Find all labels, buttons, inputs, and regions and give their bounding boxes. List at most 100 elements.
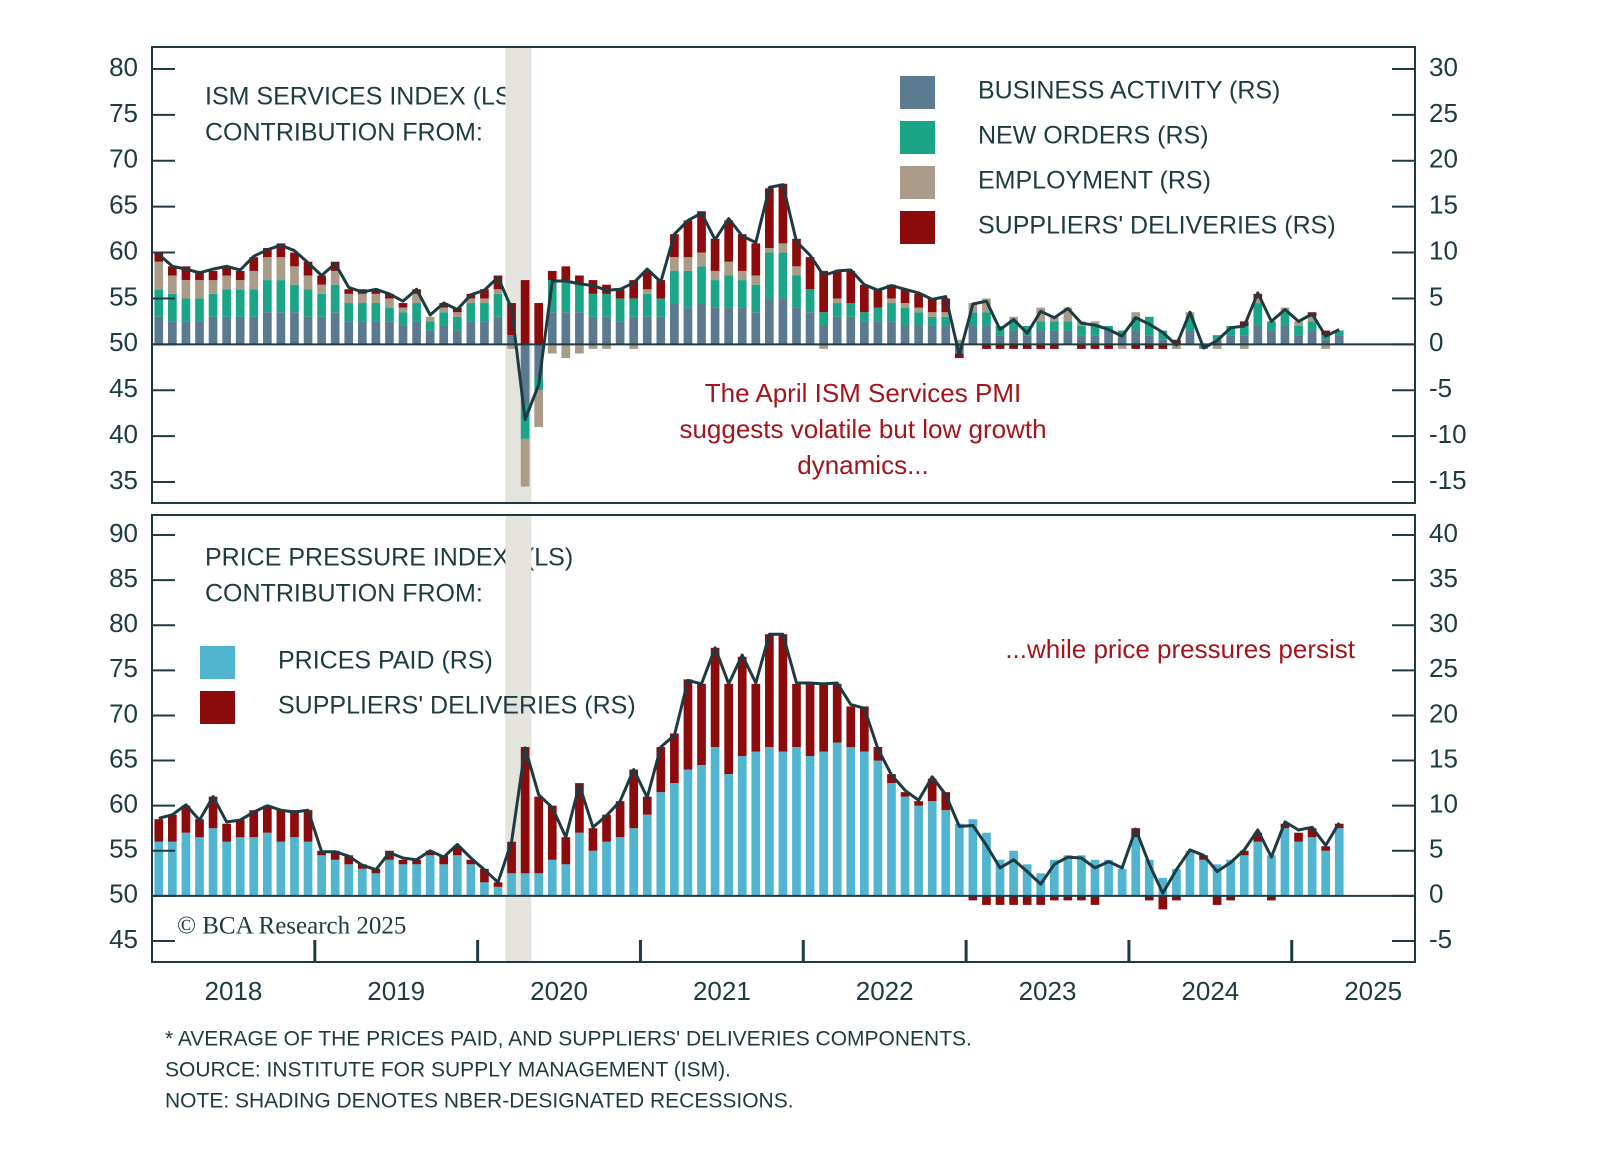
y2-tick-label: 25 xyxy=(1429,98,1458,128)
bar-segment xyxy=(642,293,652,317)
bar-segment xyxy=(832,303,842,317)
bar-segment xyxy=(1063,855,1073,896)
bar-segment xyxy=(195,280,204,299)
bar-segment xyxy=(832,316,842,345)
bar-segment xyxy=(914,312,923,326)
bar-segment xyxy=(805,756,815,896)
bar-segment xyxy=(900,303,910,308)
bar-segment xyxy=(968,819,978,896)
annotation: ...while price pressures persist xyxy=(1005,634,1355,664)
bar-segment xyxy=(1226,859,1236,896)
bar-segment xyxy=(398,312,408,326)
bar-segment xyxy=(1131,837,1141,896)
bar-segment xyxy=(1334,330,1344,336)
bar-segment xyxy=(466,864,476,896)
bar-segment xyxy=(873,289,883,308)
bar-segment xyxy=(507,344,516,349)
bar-segment xyxy=(208,280,218,294)
bar-segment xyxy=(642,316,652,345)
bar-segment xyxy=(208,828,218,896)
bar-segment xyxy=(208,316,218,345)
bar-segment xyxy=(466,859,476,865)
bar-segment xyxy=(534,796,544,874)
x-tick-label: 2022 xyxy=(856,976,914,1006)
bar-segment xyxy=(629,316,639,345)
bar-segment xyxy=(1090,325,1100,336)
bar-segment xyxy=(941,298,951,313)
bar-segment xyxy=(262,280,272,313)
bar-segment xyxy=(181,266,191,281)
bar-segment xyxy=(629,298,639,317)
bar-segment xyxy=(344,855,354,865)
bar-segment xyxy=(154,289,164,317)
bar-segment xyxy=(195,819,204,838)
legend-swatch xyxy=(200,646,235,679)
bar-segment xyxy=(412,859,421,865)
y2-tick-label: 0 xyxy=(1429,879,1443,909)
bar-segment xyxy=(792,307,801,345)
bar-segment xyxy=(927,316,937,326)
bar-segment xyxy=(710,747,720,896)
bar-segment xyxy=(262,257,272,281)
bar-segment xyxy=(371,293,381,304)
x-tick-label: 2019 xyxy=(367,976,425,1006)
bar-segment xyxy=(317,855,326,896)
bar-segment xyxy=(656,298,666,317)
bar-segment xyxy=(873,760,883,896)
legend-swatch xyxy=(900,166,935,199)
bar-segment xyxy=(290,266,299,285)
index-line xyxy=(158,632,1341,895)
legend-swatch xyxy=(900,121,935,154)
bar-segment xyxy=(873,747,883,761)
bar-segment xyxy=(1022,895,1032,905)
y-tick-label: 65 xyxy=(109,190,138,220)
bar-segment xyxy=(1022,335,1032,345)
bar-segment xyxy=(439,303,449,308)
bar-segment xyxy=(412,321,421,345)
bar-segment xyxy=(385,321,394,345)
bar-segment xyxy=(303,289,313,317)
y-tick-label: 70 xyxy=(109,698,138,728)
legend-label: EMPLOYMENT (RS) xyxy=(978,167,1211,195)
bar-segment xyxy=(371,321,381,345)
bar-segment xyxy=(1036,344,1046,349)
bar-segment xyxy=(602,316,611,345)
y-tick-label: 45 xyxy=(109,373,138,403)
bar-segment xyxy=(710,238,720,271)
bar-segment xyxy=(751,284,761,313)
bar-segment xyxy=(493,882,503,887)
bar-segment xyxy=(480,303,489,322)
bar-segment xyxy=(615,289,625,299)
y-tick-label: 50 xyxy=(109,879,138,909)
bar-segment xyxy=(276,810,286,842)
bar-segment xyxy=(588,316,598,345)
y2-tick-label: 40 xyxy=(1429,518,1458,548)
bar-segment xyxy=(222,823,231,842)
bar-segment xyxy=(602,814,611,842)
y2-tick-label: -5 xyxy=(1429,924,1452,954)
y-tick-label: 80 xyxy=(109,52,138,82)
bar-segment xyxy=(1131,316,1141,331)
y-tick-label: 90 xyxy=(109,518,138,548)
bar-segment xyxy=(724,774,733,896)
bar-segment xyxy=(900,289,910,304)
bar-segment xyxy=(249,257,259,271)
bar-segment xyxy=(1131,312,1141,317)
bar-segment xyxy=(290,312,299,345)
bar-segment xyxy=(398,307,408,313)
bar-segment xyxy=(547,805,557,860)
bar-segment xyxy=(914,325,923,345)
bar-segment xyxy=(1294,832,1303,842)
bar-segment xyxy=(954,823,964,896)
bar-segment xyxy=(168,841,177,896)
bar-segment xyxy=(1104,330,1113,345)
y2-tick-label: 10 xyxy=(1429,789,1458,819)
bar-segment xyxy=(371,873,381,896)
bar-segment xyxy=(168,814,177,842)
bar-segment xyxy=(168,266,177,276)
bar-segment xyxy=(887,298,896,304)
bar-segment xyxy=(859,706,869,752)
bar-segment xyxy=(154,841,164,896)
bar-segment xyxy=(1063,330,1073,345)
